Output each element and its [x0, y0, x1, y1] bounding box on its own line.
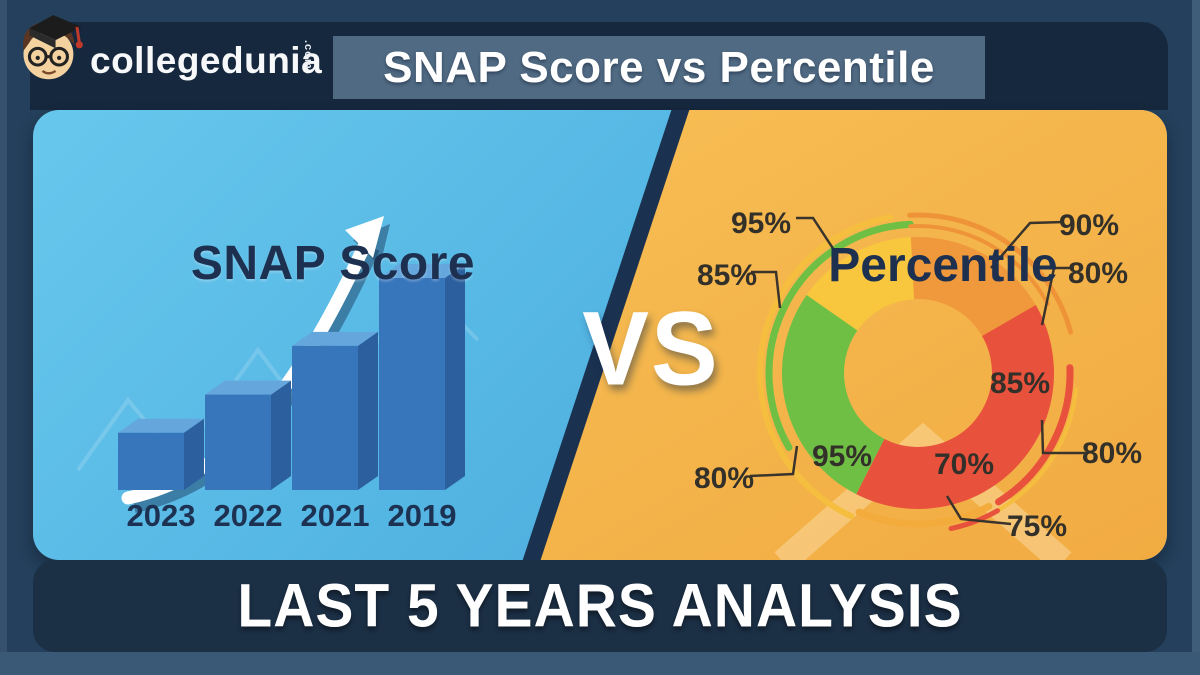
- page-title: SNAP Score vs Percentile: [383, 42, 935, 92]
- bottom-strip: [0, 652, 1200, 675]
- vs-label: VS: [582, 290, 720, 408]
- left-edge-strip: [0, 0, 7, 675]
- collegedunia-mascot-icon: [23, 15, 83, 80]
- footer-title: LAST 5 YEARS ANALYSIS: [237, 571, 963, 641]
- right-panel-title: Percentile: [828, 239, 1058, 292]
- left-panel-title: SNAP Score: [190, 237, 476, 290]
- footer-band: LAST 5 YEARS ANALYSIS: [33, 560, 1167, 652]
- brand-text: collegedunia: [90, 40, 323, 81]
- brand-tld: .com: [302, 40, 314, 70]
- right-edge-strip: [1192, 0, 1200, 675]
- title-box: SNAP Score vs Percentile: [333, 36, 985, 99]
- comparison-card: 2023 2022 2021 2019 95% 85% 90% 80% 85% 80% 95% 70%…: [33, 110, 1167, 560]
